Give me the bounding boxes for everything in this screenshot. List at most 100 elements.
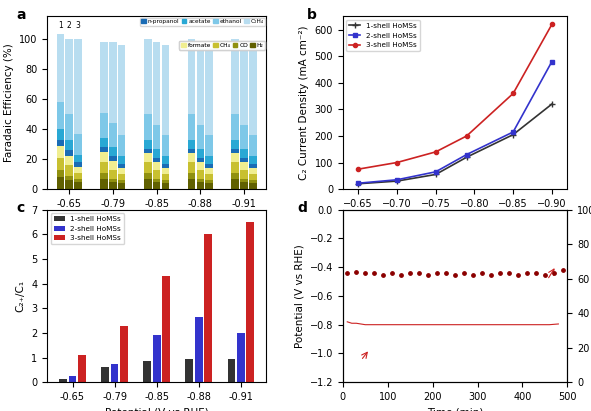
Bar <box>144 148 152 153</box>
Bar <box>188 39 196 114</box>
Bar <box>232 173 239 178</box>
Legend: 1-shell HoMSs, 2-shell HoMSs, 3-shell HoMSs: 1-shell HoMSs, 2-shell HoMSs, 3-shell Ho… <box>51 213 124 245</box>
1-shell HoMSs <box>394 179 401 184</box>
Point <box>450 272 460 279</box>
Bar <box>161 174 169 180</box>
Bar <box>152 157 161 162</box>
Bar <box>118 135 125 156</box>
Bar <box>152 162 161 170</box>
Bar <box>205 48 213 135</box>
Bar <box>161 168 169 174</box>
Bar <box>100 178 108 189</box>
Point <box>513 272 522 279</box>
Y-axis label: Faradaic Efficiency (%): Faradaic Efficiency (%) <box>4 44 14 162</box>
Bar <box>57 170 64 177</box>
Bar <box>161 164 169 168</box>
Bar <box>161 180 169 183</box>
Bar <box>249 180 256 183</box>
Bar <box>196 148 204 157</box>
Bar <box>118 168 125 174</box>
X-axis label: Potential (V vs RHE): Potential (V vs RHE) <box>403 215 507 224</box>
Bar <box>120 326 128 382</box>
Bar <box>152 125 161 148</box>
Bar <box>152 335 161 382</box>
Bar <box>228 359 235 382</box>
Bar <box>249 168 256 174</box>
Bar <box>240 125 248 148</box>
Bar <box>78 355 86 382</box>
Bar <box>188 114 196 139</box>
Bar <box>232 114 239 139</box>
1-shell HoMSs <box>509 132 517 137</box>
Bar <box>152 182 161 189</box>
Point <box>441 270 451 277</box>
Bar <box>188 173 196 178</box>
Bar <box>144 162 152 173</box>
Bar <box>205 183 213 189</box>
Bar <box>152 42 161 125</box>
Bar <box>100 147 108 152</box>
Bar <box>69 376 76 382</box>
Bar <box>232 162 239 173</box>
Bar <box>196 157 204 162</box>
Bar <box>118 164 125 168</box>
Bar <box>100 152 108 162</box>
Bar <box>118 156 125 164</box>
Bar <box>195 317 203 382</box>
Bar <box>74 162 82 166</box>
Bar <box>65 165 73 175</box>
Bar <box>240 162 248 170</box>
Bar <box>196 178 204 182</box>
3-shell HoMSs <box>432 150 439 155</box>
Point <box>414 270 424 277</box>
Bar <box>161 156 169 164</box>
Bar <box>74 178 82 182</box>
Point <box>405 270 415 277</box>
Bar <box>240 45 248 125</box>
2-shell HoMSs <box>509 129 517 134</box>
Point <box>378 272 388 279</box>
Bar <box>144 153 152 162</box>
Bar <box>74 155 82 162</box>
Bar <box>204 234 212 382</box>
Text: 1: 1 <box>58 21 63 30</box>
3-shell HoMSs <box>394 160 401 165</box>
Text: 3: 3 <box>76 21 80 30</box>
Point <box>531 270 541 277</box>
Bar <box>188 178 196 189</box>
Bar <box>65 114 73 139</box>
3-shell HoMSs <box>509 91 517 96</box>
Bar <box>232 178 239 189</box>
2-shell HoMSs <box>394 177 401 182</box>
Bar <box>162 276 170 382</box>
2-shell HoMSs <box>432 169 439 174</box>
Bar <box>109 170 117 178</box>
Bar <box>109 147 117 156</box>
Bar <box>188 139 196 148</box>
3-shell HoMSs <box>355 167 362 172</box>
Bar <box>74 166 82 173</box>
Point <box>558 267 567 273</box>
Bar <box>196 170 204 178</box>
Bar <box>205 168 213 174</box>
Point <box>352 268 361 275</box>
Bar <box>232 153 239 162</box>
Bar <box>65 139 73 150</box>
Point <box>540 272 550 279</box>
Bar <box>188 153 196 162</box>
Bar <box>152 148 161 157</box>
Bar <box>65 175 73 180</box>
Point <box>459 270 469 277</box>
Bar <box>205 180 213 183</box>
Bar <box>237 333 245 382</box>
Bar <box>100 42 108 113</box>
Bar <box>111 364 118 382</box>
Bar <box>65 150 73 156</box>
Bar <box>118 183 125 189</box>
Bar <box>65 180 73 189</box>
Bar <box>161 135 169 156</box>
Bar <box>74 182 82 189</box>
Bar <box>57 102 64 129</box>
Bar <box>57 35 64 102</box>
2-shell HoMSs <box>355 181 362 186</box>
